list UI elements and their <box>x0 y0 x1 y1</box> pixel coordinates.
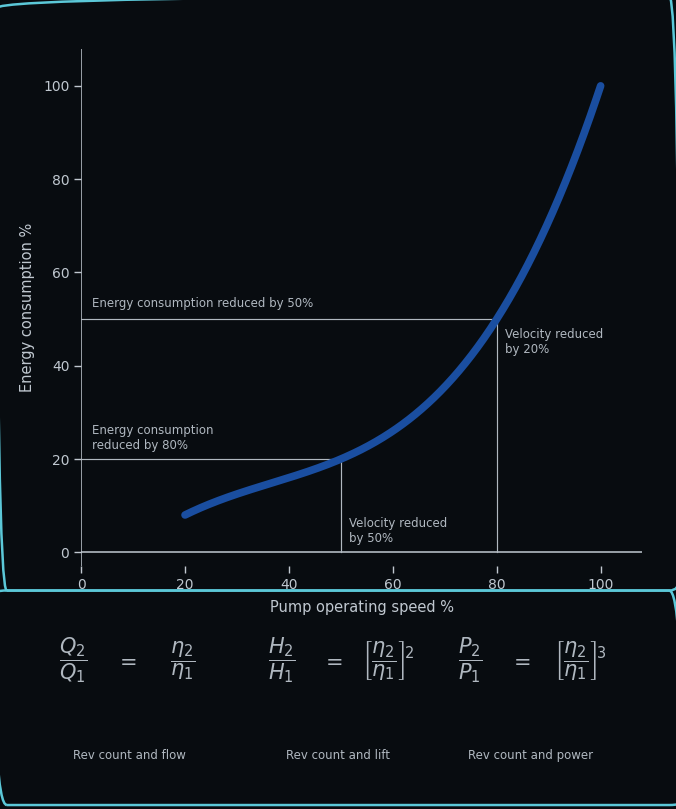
Text: Rev count and power: Rev count and power <box>468 749 593 762</box>
Text: $\dfrac{\eta_2}{\eta_1}$: $\dfrac{\eta_2}{\eta_1}$ <box>170 639 195 682</box>
Text: $\left[\dfrac{\eta_2}{\eta_1}\right]^{\!2}$: $\left[\dfrac{\eta_2}{\eta_1}\right]^{\!… <box>362 639 414 682</box>
Text: Velocity reduced
by 20%: Velocity reduced by 20% <box>504 328 603 357</box>
X-axis label: Pump operating speed %: Pump operating speed % <box>270 600 454 616</box>
Text: $=$: $=$ <box>320 650 342 671</box>
Text: $\dfrac{Q_2}{Q_1}$: $\dfrac{Q_2}{Q_1}$ <box>59 636 87 685</box>
Y-axis label: Energy consumption %: Energy consumption % <box>20 222 34 392</box>
Text: $\dfrac{H_2}{H_1}$: $\dfrac{H_2}{H_1}$ <box>268 636 295 685</box>
Text: $\dfrac{P_2}{P_1}$: $\dfrac{P_2}{P_1}$ <box>458 636 483 685</box>
Text: Energy consumption
reduced by 80%: Energy consumption reduced by 80% <box>91 424 213 452</box>
Text: $=$: $=$ <box>510 650 531 671</box>
Text: Rev count and lift: Rev count and lift <box>286 749 390 762</box>
Text: Rev count and flow: Rev count and flow <box>73 749 186 762</box>
Text: Energy consumption reduced by 50%: Energy consumption reduced by 50% <box>91 297 313 310</box>
Text: $\left[\dfrac{\eta_2}{\eta_1}\right]^{\!3}$: $\left[\dfrac{\eta_2}{\eta_1}\right]^{\!… <box>554 639 606 682</box>
Text: Velocity reduced
by 50%: Velocity reduced by 50% <box>349 517 447 545</box>
Text: $=$: $=$ <box>116 650 137 671</box>
